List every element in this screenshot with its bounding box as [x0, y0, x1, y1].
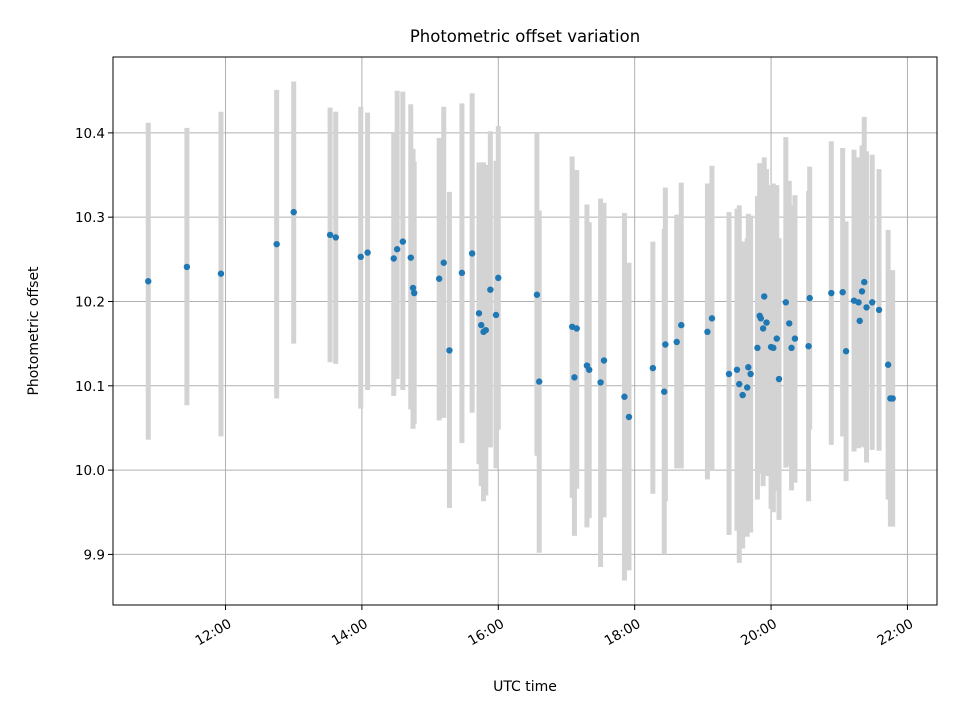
- data-point: [597, 379, 604, 386]
- data-point: [487, 286, 494, 293]
- data-point: [625, 413, 633, 421]
- data-point: [863, 304, 870, 311]
- data-point: [661, 388, 668, 395]
- data-point: [736, 380, 743, 388]
- y-tick-label: 10.3: [75, 210, 105, 226]
- data-point: [757, 315, 765, 322]
- data-point: [492, 311, 500, 319]
- data-point: [478, 321, 485, 329]
- data-point: [475, 310, 483, 317]
- data-point: [364, 249, 371, 256]
- data-point: [440, 259, 447, 266]
- data-point: [782, 299, 790, 306]
- data-point: [458, 269, 466, 277]
- data-point: [390, 255, 397, 262]
- data-point: [884, 361, 892, 368]
- data-point: [745, 364, 752, 371]
- data-point: [773, 335, 780, 342]
- y-axis-label: Photometric offset: [26, 266, 42, 396]
- data-point: [393, 246, 401, 253]
- data-point: [889, 395, 896, 402]
- data-point: [747, 370, 754, 378]
- data-point: [468, 250, 476, 257]
- x-axis-label: UTC time: [493, 679, 557, 695]
- data-point: [407, 254, 414, 261]
- data-point: [839, 289, 846, 296]
- data-point: [410, 289, 418, 297]
- data-points: [145, 208, 896, 421]
- data-point: [855, 299, 862, 306]
- data-point: [704, 328, 711, 336]
- data-point: [571, 374, 578, 381]
- data-point: [733, 366, 741, 373]
- data-point: [869, 299, 876, 306]
- data-point: [183, 263, 191, 271]
- data-point: [791, 335, 799, 342]
- data-point: [739, 391, 746, 399]
- data-point: [435, 275, 443, 282]
- data-point: [536, 378, 543, 385]
- data-point: [273, 240, 280, 248]
- data-point: [399, 238, 407, 245]
- data-point: [332, 234, 339, 241]
- data-point: [533, 291, 541, 298]
- plot-frame: [112, 56, 938, 606]
- data-point: [775, 375, 783, 383]
- data-point: [759, 325, 767, 332]
- data-point: [662, 341, 669, 348]
- data-point: [763, 319, 770, 326]
- data-point: [858, 288, 866, 295]
- data-point: [586, 366, 593, 373]
- y-tick-label: 10.1: [75, 379, 105, 395]
- data-point: [482, 326, 489, 334]
- data-point: [573, 325, 580, 332]
- y-tick-label: 10.4: [75, 126, 105, 142]
- y-tick-label: 10.2: [75, 294, 105, 310]
- data-point: [875, 306, 883, 314]
- y-axis: 9.9 10.0 10.1 10.2 10.3 10.4: [75, 126, 113, 563]
- data-point: [446, 347, 453, 354]
- data-point: [708, 315, 716, 322]
- data-point: [290, 208, 297, 216]
- data-point: [725, 370, 733, 378]
- chart-title: Photometric offset variation: [410, 27, 640, 46]
- y-tick-label: 10.0: [75, 463, 105, 479]
- data-point: [357, 253, 364, 261]
- data-point: [786, 320, 793, 327]
- y-tick-label: 9.9: [84, 547, 105, 563]
- data-point: [805, 342, 812, 350]
- data-point: [754, 344, 761, 352]
- data-point: [673, 338, 680, 346]
- data-point: [145, 278, 152, 285]
- data-point: [600, 357, 608, 364]
- data-point: [856, 317, 863, 325]
- data-point: [842, 348, 850, 355]
- data-point: [621, 393, 628, 400]
- data-point: [217, 270, 225, 277]
- data-point: [828, 289, 835, 297]
- data-point: [806, 294, 813, 302]
- data-point: [861, 278, 868, 286]
- data-point: [649, 364, 657, 372]
- data-point: [326, 231, 334, 239]
- data-point: [495, 274, 502, 282]
- data-point: [678, 321, 685, 329]
- data-point: [761, 293, 768, 300]
- data-point: [743, 384, 751, 391]
- data-point: [770, 344, 777, 352]
- data-point: [788, 344, 795, 352]
- data-point: [409, 284, 417, 292]
